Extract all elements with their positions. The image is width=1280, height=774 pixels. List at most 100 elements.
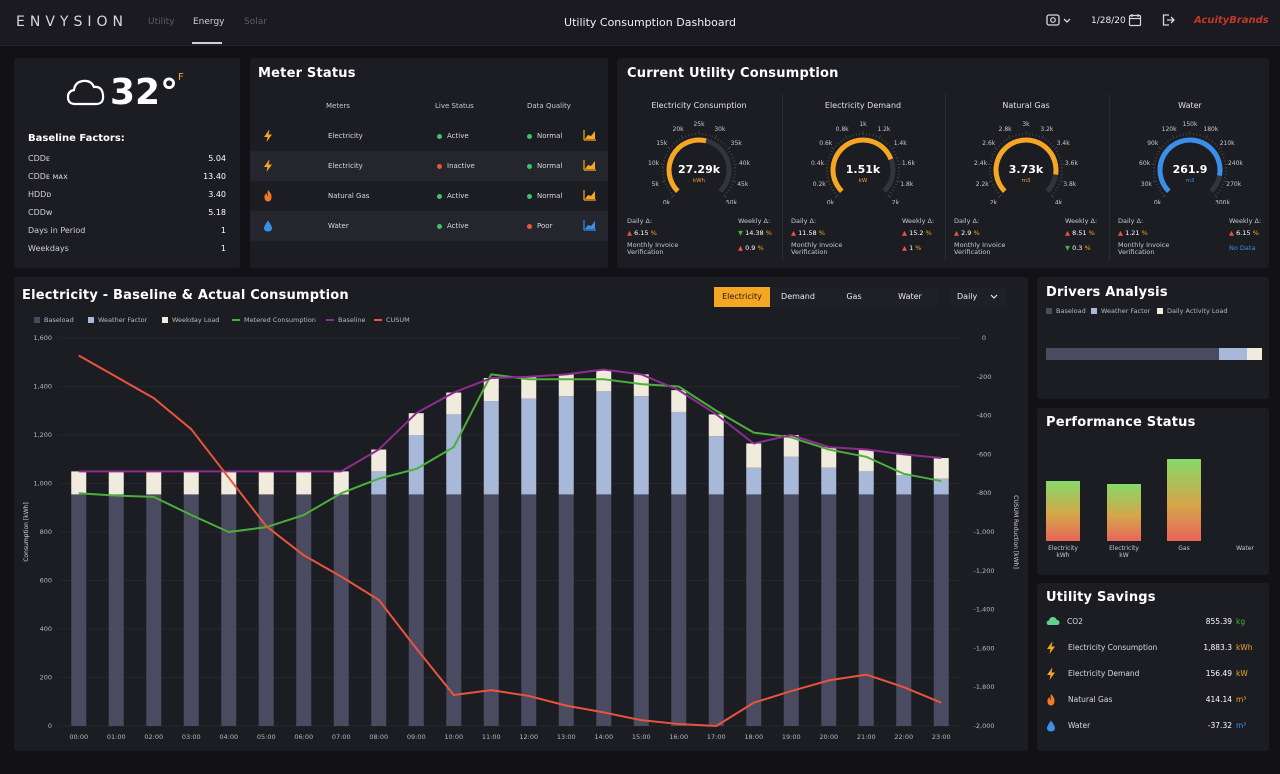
daily-delta-value: ▲ 2.9 %	[954, 229, 980, 237]
trend-chart-icon[interactable]	[583, 219, 597, 233]
y2-tick-label: -200	[977, 373, 992, 381]
performance-bar	[1107, 484, 1141, 541]
meter-row[interactable]: Water Active Poor	[250, 211, 608, 241]
bar-baseload	[71, 494, 87, 726]
gauge-tick	[1214, 194, 1218, 198]
gauge-tick	[1007, 135, 1011, 139]
x-tick-label: 21:00	[857, 733, 876, 741]
x-tick-label: 20:00	[819, 733, 838, 741]
trend-chart-icon[interactable]	[583, 129, 597, 143]
legend-item[interactable]: Metered Consumption	[232, 316, 316, 324]
meter-row[interactable]: Electricity Inactive Normal	[250, 151, 608, 181]
gauge-value: 1.51k	[846, 163, 881, 176]
gauge-tick	[730, 153, 733, 156]
gauge-value: 261.9	[1173, 163, 1208, 176]
trend-chart-icon[interactable]	[583, 189, 597, 203]
bar-weekday-load	[221, 471, 237, 495]
bar-baseload	[108, 494, 124, 726]
gauge-tick	[886, 142, 889, 145]
calendar-icon[interactable]	[1128, 13, 1142, 30]
gauge-tick-label: 150k	[1183, 121, 1198, 128]
bolt-icon	[1046, 668, 1056, 682]
trend-chart-icon[interactable]	[583, 159, 597, 173]
flame-icon	[263, 190, 273, 204]
daily-delta-label: Daily Δ:	[791, 217, 817, 225]
bar-baseload	[858, 494, 874, 726]
period-dropdown[interactable]: Daily	[949, 287, 1007, 307]
gauge-tick	[1054, 146, 1058, 150]
bar-baseload	[221, 494, 237, 726]
arrow-down-icon: ▼	[738, 229, 746, 237]
savings-value: 1,883.3	[1203, 643, 1232, 652]
x-tick-label: 10:00	[444, 733, 463, 741]
daily-delta-label: Daily Δ:	[1118, 217, 1144, 225]
meter-row[interactable]: Electricity Active Normal	[250, 121, 608, 151]
gauge-tick-label: 5k	[652, 181, 660, 188]
y2-tick-label: -800	[977, 489, 992, 497]
gauge-tick	[1038, 135, 1040, 138]
gauge-tick-label: 1k	[859, 121, 867, 128]
y-tick-label: 0	[48, 722, 52, 730]
status-dot	[437, 193, 442, 199]
gauge-tick	[1222, 157, 1225, 159]
arrow-up-icon: ▲	[791, 229, 799, 237]
bar-baseload	[933, 494, 949, 726]
legend-item[interactable]: Baseload	[34, 316, 74, 324]
performance-bar-label: Electricity kWh	[1048, 545, 1078, 559]
gauge-tick-label: 1.2k	[877, 126, 891, 133]
invoice-label: Monthly Invoice	[1118, 241, 1170, 249]
x-tick-label: 16:00	[669, 733, 688, 741]
legend-item[interactable]: Baseline	[326, 316, 366, 324]
bar-weekday-load	[671, 390, 687, 412]
gauge-tick	[894, 183, 898, 186]
bar-weekday-load	[558, 374, 574, 397]
bar-weather-factor	[596, 391, 612, 495]
gauge-tick	[708, 134, 710, 137]
invoice-label: Monthly Invoice	[954, 241, 1006, 249]
gauge-tick	[994, 146, 998, 150]
chart-tab-water[interactable]: Water	[882, 287, 938, 307]
chart-tab-demand[interactable]: Demand	[770, 287, 826, 307]
chart-tab-electricity[interactable]: Electricity	[714, 287, 770, 307]
gauge-tick	[727, 146, 731, 150]
screen-select-icon[interactable]	[1046, 13, 1072, 32]
tab-solar[interactable]: Solar	[244, 17, 267, 27]
gauge-tick-label: 120k	[1162, 126, 1177, 133]
bar-baseload	[371, 494, 387, 726]
tab-energy[interactable]: Energy	[193, 17, 225, 27]
meter-row[interactable]: Natural Gas Active Normal	[250, 181, 608, 211]
gauge-dial: 2k 2.2k 2.4k 2.6k2.8k 3k 3.2k3.4k 3.6k 3.8k 4k 3.…	[974, 121, 1079, 204]
bar-weekday-load	[258, 471, 274, 495]
gauge-tick-label: 1.4k	[894, 140, 908, 147]
chart-tab-gas[interactable]: Gas	[826, 287, 882, 307]
gauge-tick-label: 3.6k	[1065, 160, 1079, 167]
bar-baseload	[333, 494, 349, 726]
legend-item[interactable]: CUSUM	[374, 316, 410, 324]
gauge-tick	[831, 146, 835, 150]
legend-label: Metered Consumption	[244, 316, 316, 324]
y-tick-label: 1,600	[33, 334, 52, 342]
x-tick-label: 12:00	[519, 733, 538, 741]
drivers-bar-segment	[1046, 348, 1219, 360]
savings-value: 156.49	[1205, 669, 1232, 678]
bar-baseload	[558, 494, 574, 726]
date-display[interactable]: 1/28/20	[1091, 16, 1126, 26]
x-tick-label: 09:00	[407, 733, 426, 741]
gauge-tick	[1155, 157, 1158, 159]
bar-baseload	[821, 494, 837, 726]
invoice-label-2: Verification	[791, 248, 828, 256]
legend-item[interactable]: Weekday Load	[162, 316, 219, 324]
gauge-tick-label: 2k	[990, 200, 998, 204]
gauge-tick	[1176, 135, 1178, 138]
logout-icon[interactable]	[1161, 13, 1175, 30]
gauge-tick	[680, 135, 684, 139]
gauge-divider	[1109, 94, 1110, 260]
tab-utility[interactable]: Utility	[148, 17, 175, 27]
performance-bar	[1167, 459, 1201, 541]
arrow-up-icon: ▲	[1065, 229, 1073, 237]
arrow-down-icon: ▼	[1065, 244, 1073, 252]
brand-logo: AcuityBrands	[1194, 15, 1269, 26]
legend-item[interactable]: Weather Factor	[88, 316, 147, 324]
gauge-tick	[1164, 142, 1167, 145]
gauge-tick	[1211, 140, 1213, 143]
